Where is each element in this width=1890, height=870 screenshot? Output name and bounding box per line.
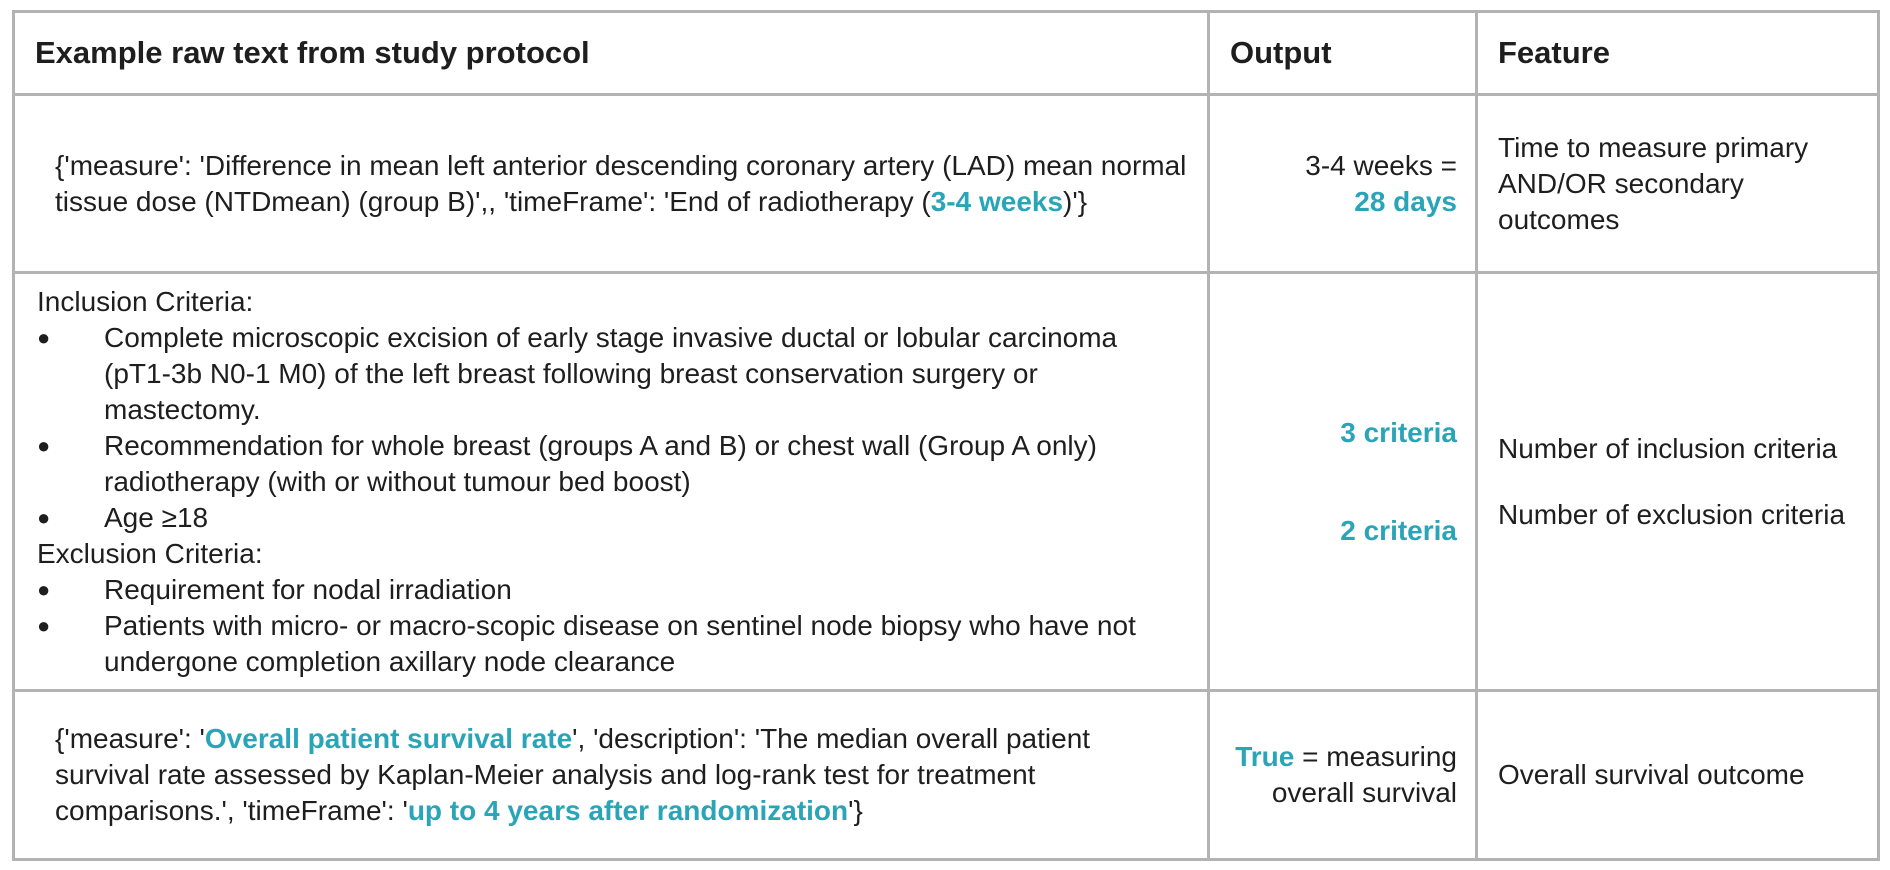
exclusion-list: Requirement for nodal irradiation Patien…: [37, 572, 1187, 680]
raw-text-cell: {'measure': 'Difference in mean left ant…: [12, 93, 1210, 274]
output-highlight: 3 criteria: [1340, 416, 1457, 448]
list-item: Age ≥18: [37, 500, 1187, 536]
output-cell: 3 criteria 2 criteria: [1207, 271, 1478, 692]
feature-text: Number of exclusion criteria: [1498, 498, 1846, 530]
inclusion-heading: Inclusion Criteria:: [37, 285, 254, 317]
output-highlight: 2 criteria: [1340, 514, 1457, 546]
table-row: {'measure': 'Overall patient survival ra…: [12, 689, 1880, 861]
list-item: Requirement for nodal irradiation: [37, 572, 1187, 608]
raw-text-highlight: 3-4 weeks: [930, 185, 1064, 217]
raw-text: ', 'description': 'The median overall pa…: [55, 723, 1091, 826]
raw-text: '}: [848, 795, 863, 826]
raw-text: )'}: [1063, 185, 1088, 217]
output-highlight: True: [1235, 741, 1295, 772]
header-raw-text: Example raw text from study protocol: [12, 10, 1210, 96]
output-text: = measuring overall survival: [1271, 741, 1457, 808]
header-row: Example raw text from study protocol Out…: [12, 10, 1880, 96]
output-cell: True = measuring overall survival: [1207, 689, 1478, 861]
output-text: 3-4 weeks =: [1305, 149, 1457, 181]
list-item: Complete microscopic excision of early s…: [37, 320, 1187, 428]
feature-text: Number of inclusion criteria: [1498, 432, 1838, 464]
list-item: Patients with micro- or macro-scopic dis…: [37, 608, 1187, 680]
raw-text-highlight: Overall patient survival rate: [204, 723, 573, 754]
raw-text: {'measure': 'Difference in mean left ant…: [55, 149, 1187, 217]
inclusion-list: Complete microscopic excision of early s…: [37, 320, 1187, 536]
feature-cell: Time to measure primary AND/OR secondary…: [1475, 93, 1880, 274]
feature-cell: Overall survival outcome: [1475, 689, 1880, 861]
raw-text-cell: Inclusion Criteria: Complete microscopic…: [12, 271, 1210, 692]
table-row: {'measure': 'Difference in mean left ant…: [12, 93, 1880, 274]
header-feature: Feature: [1475, 10, 1880, 96]
output-cell: 3-4 weeks = 28 days: [1207, 93, 1478, 274]
header-output: Output: [1207, 10, 1478, 96]
list-item: Recommendation for whole breast (groups …: [37, 428, 1187, 500]
raw-text-cell: {'measure': 'Overall patient survival ra…: [12, 689, 1210, 861]
exclusion-heading: Exclusion Criteria:: [37, 537, 263, 569]
raw-text-highlight: up to 4 years after randomization: [407, 795, 849, 826]
raw-text: {'measure': ': [55, 723, 205, 754]
feature-cell: Number of inclusion criteria Number of e…: [1475, 271, 1880, 692]
output-highlight: 28 days: [1354, 185, 1457, 217]
protocol-feature-table: Example raw text from study protocol Out…: [12, 10, 1880, 861]
table-row: Inclusion Criteria: Complete microscopic…: [12, 271, 1880, 692]
